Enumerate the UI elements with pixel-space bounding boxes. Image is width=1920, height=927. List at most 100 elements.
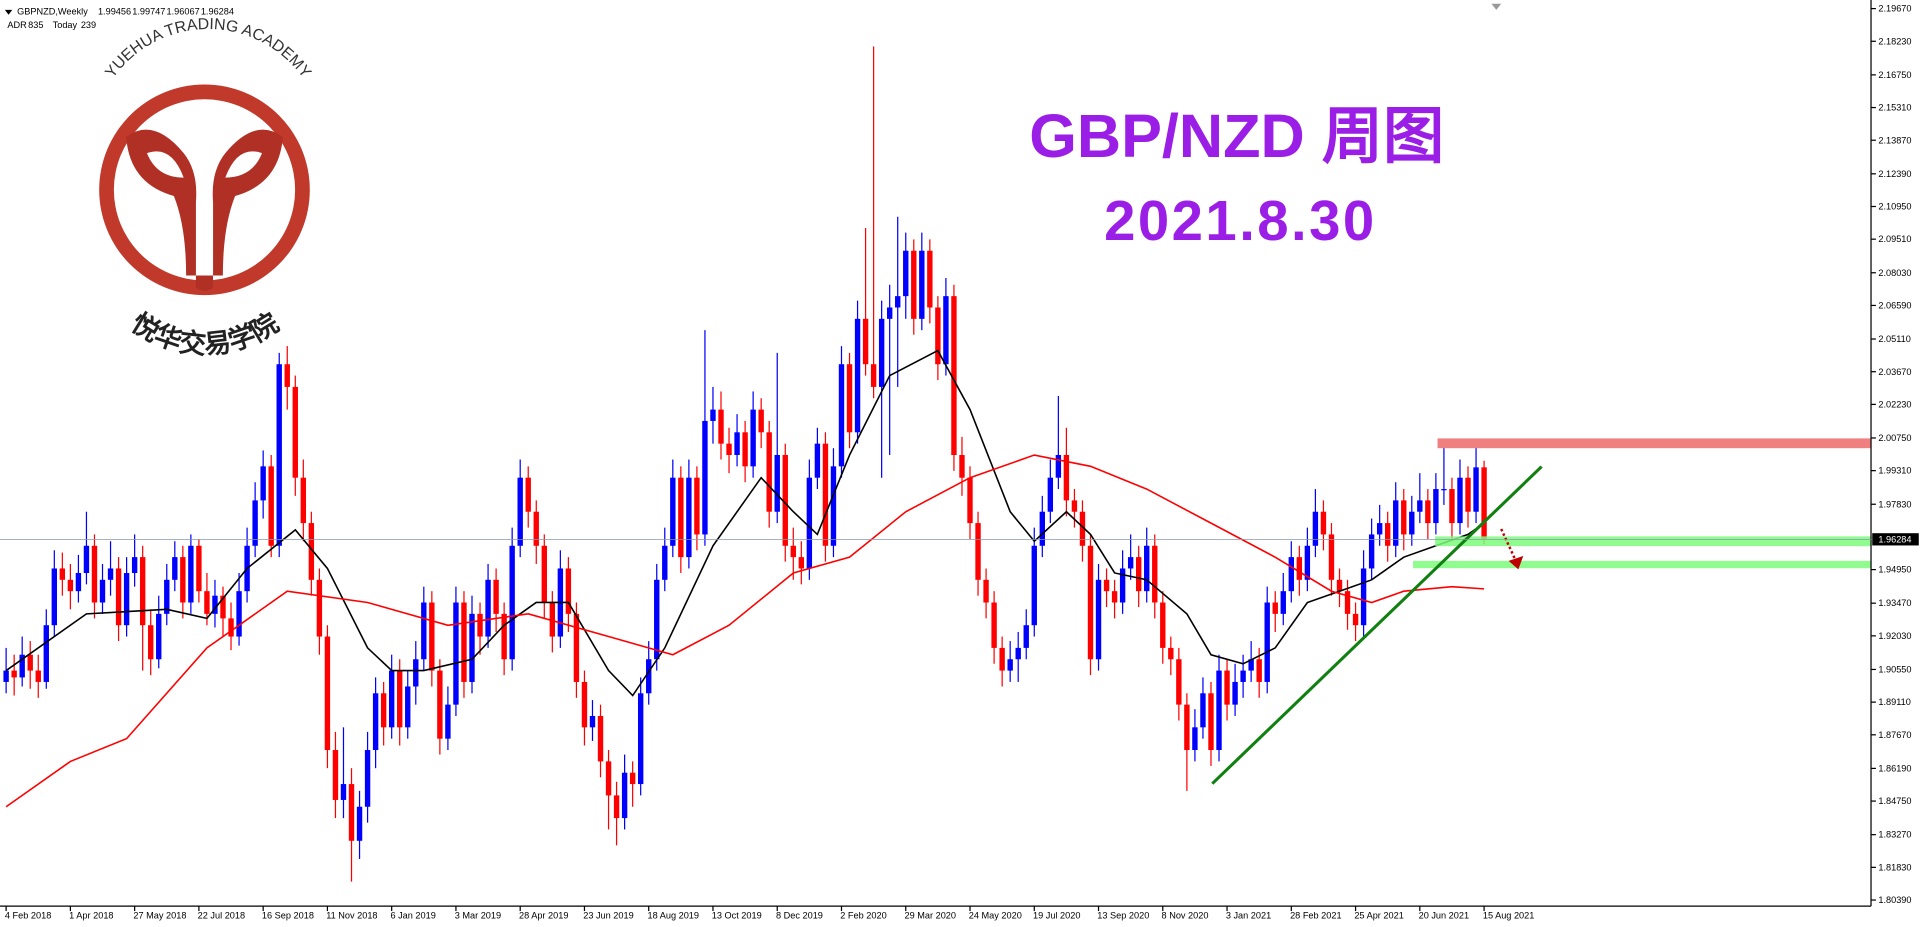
candle-body xyxy=(509,545,515,660)
candle-body xyxy=(75,573,82,592)
y-tick-label: 2.06590 xyxy=(1878,301,1911,311)
header-arrow xyxy=(4,9,13,15)
candle-body xyxy=(477,613,483,637)
y-tick-label: 2.00750 xyxy=(1878,433,1911,443)
candle-body xyxy=(51,568,58,626)
candle-body xyxy=(1087,545,1094,660)
candle-body xyxy=(1457,477,1463,524)
y-tick-label: 1.93470 xyxy=(1878,598,1911,608)
y-tick-label: 2.16750 xyxy=(1878,70,1911,80)
candle-body xyxy=(1111,591,1118,603)
candle-body xyxy=(678,477,684,558)
candle-body xyxy=(919,250,925,319)
candle-body xyxy=(1152,545,1158,603)
candle-body xyxy=(1007,659,1013,671)
candle-body xyxy=(854,318,861,433)
y-tick-label: 2.05110 xyxy=(1878,334,1910,344)
candle-body xyxy=(228,618,234,637)
candle-body xyxy=(967,477,973,524)
candle-body xyxy=(517,477,523,546)
candle-body xyxy=(1055,454,1062,478)
y-tick-label: 1.84750 xyxy=(1878,796,1911,806)
moving-average xyxy=(5,349,1485,697)
candle-body xyxy=(204,591,210,614)
x-tick-label: 13 Oct 2019 xyxy=(712,910,762,920)
current-price-box xyxy=(1872,533,1919,546)
candle-body xyxy=(397,670,403,728)
candle-body xyxy=(1336,579,1343,592)
y-tick-label: 2.08030 xyxy=(1878,268,1911,278)
y-tick-label: 2.03670 xyxy=(1878,367,1911,377)
header-close: 1.96284 xyxy=(201,7,234,17)
candle-body xyxy=(1079,511,1086,546)
x-tick-label: 2 Feb 2020 xyxy=(840,910,886,920)
candle-body xyxy=(999,647,1005,671)
candle-body xyxy=(1144,545,1150,592)
adr-label: ADR xyxy=(7,20,27,30)
candle-body xyxy=(91,545,98,603)
candle-body xyxy=(702,420,708,535)
y-tick-label: 1.80390 xyxy=(1878,895,1911,905)
candle-body xyxy=(646,659,652,694)
candle-body xyxy=(1023,625,1029,648)
y-tick-label: 1.86190 xyxy=(1878,763,1911,773)
candle-body xyxy=(115,568,122,626)
candle-body xyxy=(1039,511,1045,546)
candle-body xyxy=(605,761,612,796)
candle-body xyxy=(1296,557,1303,580)
candle-body xyxy=(139,557,146,626)
today-value: 239 xyxy=(81,20,96,30)
candle-body xyxy=(1232,681,1238,705)
candle-body xyxy=(975,523,981,580)
candle-body xyxy=(870,364,877,387)
candle-body xyxy=(637,693,644,785)
candle-body xyxy=(581,681,588,728)
candle-body xyxy=(822,443,829,546)
candle-body xyxy=(654,579,660,660)
x-tick-label: 22 Jul 2018 xyxy=(198,910,245,920)
trend-line xyxy=(1211,465,1543,785)
candle-body xyxy=(1320,511,1327,535)
candle-body xyxy=(549,602,556,637)
candle-body xyxy=(469,613,475,682)
candle-body xyxy=(43,625,49,682)
candle-body xyxy=(1216,670,1222,751)
candle-body xyxy=(260,466,266,501)
logo-inner xyxy=(113,99,296,281)
x-tick-label: 19 Jul 2020 xyxy=(1033,910,1080,920)
candle-body xyxy=(814,443,821,478)
y-tick-label: 2.02230 xyxy=(1878,399,1911,409)
candle-body xyxy=(1304,545,1311,580)
candle-body xyxy=(694,477,700,535)
candle-body xyxy=(1441,489,1447,491)
candle-body xyxy=(429,602,435,671)
candle-body xyxy=(541,545,547,603)
y-tick-label: 2.13870 xyxy=(1878,135,1911,145)
candle-body xyxy=(734,432,740,455)
candle-body xyxy=(621,772,628,819)
candle-body xyxy=(292,386,298,478)
candle-body xyxy=(589,715,596,728)
candle-body xyxy=(927,250,933,308)
x-tick-label: 18 Aug 2019 xyxy=(647,910,699,920)
candle-body xyxy=(156,613,162,660)
x-tick-label: 20 Jun 2021 xyxy=(1419,910,1470,920)
candle-body xyxy=(830,466,837,546)
candle-body xyxy=(83,545,90,574)
candle-body xyxy=(991,602,997,648)
candle-body xyxy=(1433,489,1439,524)
candle-body xyxy=(1256,659,1262,682)
candle-body xyxy=(131,557,138,574)
candle-body xyxy=(308,523,315,580)
candle-body xyxy=(1015,647,1021,660)
candle-body xyxy=(1376,523,1383,535)
candle-body xyxy=(878,318,885,387)
candle-body xyxy=(662,545,668,580)
x-tick-label: 4 Feb 2018 xyxy=(5,910,51,920)
x-tick-label: 28 Feb 2021 xyxy=(1290,910,1342,920)
candle-body xyxy=(1192,727,1198,751)
candle-body xyxy=(1168,647,1174,660)
candle-body xyxy=(1425,500,1431,524)
candle-body xyxy=(1401,500,1407,535)
